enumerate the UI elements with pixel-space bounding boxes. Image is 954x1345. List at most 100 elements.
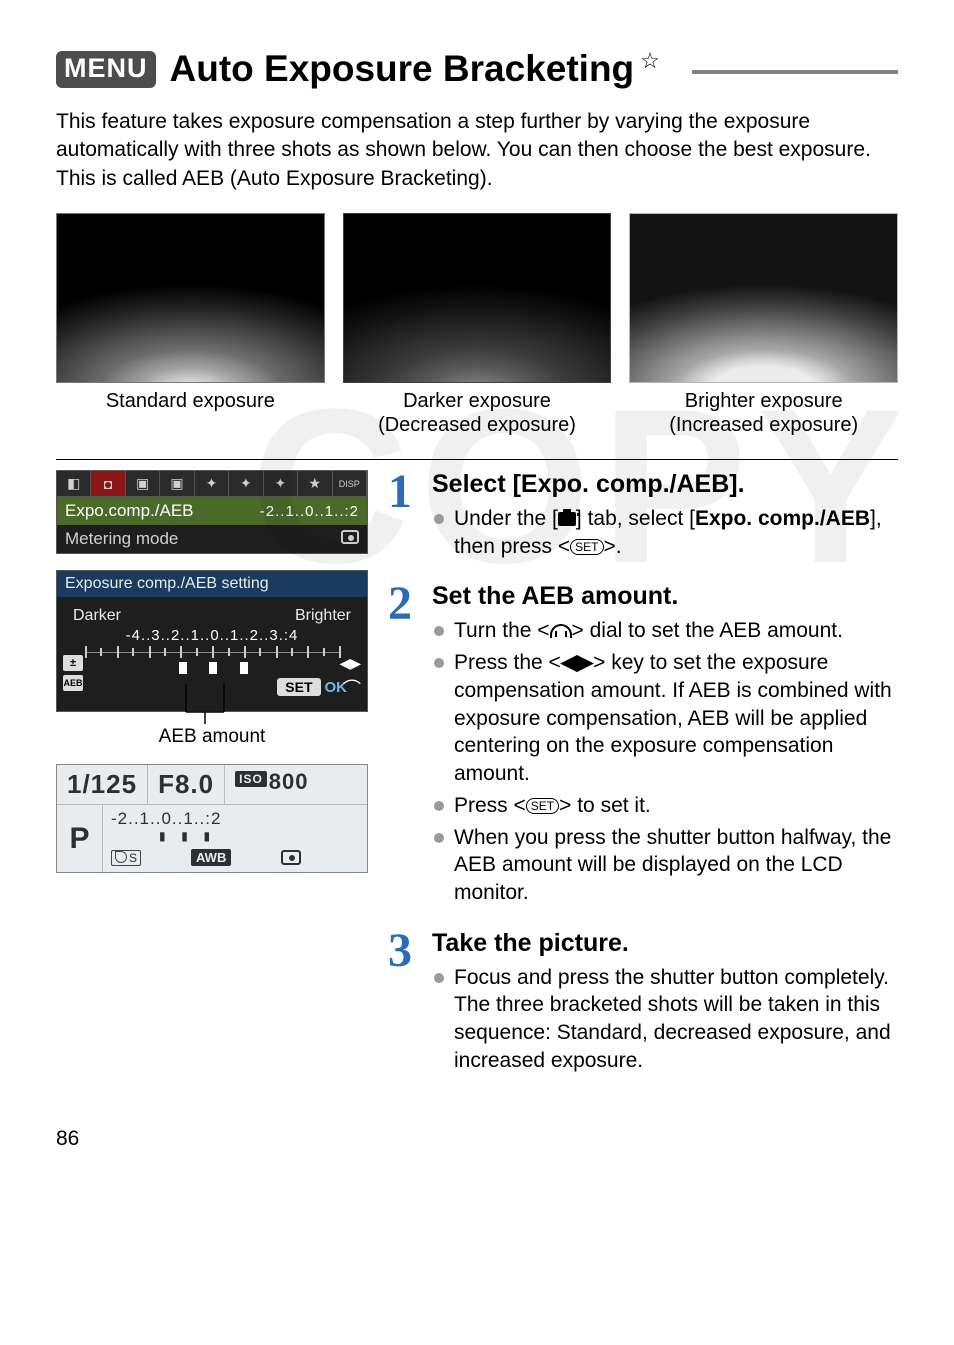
menu-tab: ✦ — [195, 471, 229, 496]
menu-badge: MENU — [56, 51, 156, 88]
aeb-panel-wrap: Exposure comp./AEB setting Darker Bright… — [56, 570, 368, 712]
aeb-panel-title: Exposure comp./AEB setting — [57, 571, 367, 597]
exposure-comp-icon: ± — [63, 655, 83, 671]
dial-icon: ⌒ — [343, 675, 361, 701]
lcd-icons-row: S AWB — [111, 849, 359, 866]
sample-standard: Standard exposure — [56, 213, 325, 437]
lcd-right: -2..1..0..1..:2 ▮ ▮ ▮ S AWB — [103, 805, 367, 872]
menu-tab: ◧ — [57, 471, 91, 496]
sample-darker-caption-1: Darker exposure — [403, 390, 551, 412]
image-quality-icon: S — [111, 850, 141, 866]
aeb-indicators — [85, 662, 339, 676]
menu-row1-label: Expo.comp./AEB — [65, 501, 194, 521]
aeb-amount-caption: AEB amount — [56, 726, 368, 748]
set-icon: SET — [570, 539, 603, 555]
lcd-indicators: ▮ ▮ ▮ — [111, 829, 359, 843]
t: >. — [604, 535, 622, 558]
aeb-ticks — [85, 644, 339, 662]
sample-brighter-caption-2: (Increased exposure) — [669, 414, 858, 436]
sample-brighter-image — [629, 213, 898, 383]
sample-standard-caption: Standard exposure — [106, 389, 275, 413]
awb-icon: AWB — [191, 849, 231, 866]
metering-icon — [281, 850, 301, 865]
main-dial-icon — [550, 624, 572, 638]
lcd-panel: 1/125 F8.0 ISO800 P -2..1..0..1..:2 ▮ ▮ … — [56, 764, 368, 873]
menu-tabs: ◧ ◘ ▣ ▣ ✦ ✦ ✦ ★ DISP — [57, 471, 367, 497]
menu-tab: DISP — [333, 471, 367, 496]
lcd-bottom-row: P -2..1..0..1..:2 ▮ ▮ ▮ S AWB — [57, 805, 367, 872]
steps-area: ◧ ◘ ▣ ▣ ✦ ✦ ✦ ★ DISP Expo.comp./AEB -2..… — [56, 470, 898, 1097]
t: Expo. comp./AEB — [695, 507, 870, 530]
divider — [56, 459, 898, 460]
right-column: 1 Select [Expo. comp./AEB]. Under the []… — [388, 470, 898, 1097]
iso-value: 800 — [269, 769, 309, 794]
aeb-scale: -4..3..2..1..0..1..2..3.:4 — [71, 627, 353, 644]
step-3-number: 3 — [388, 929, 422, 1079]
step-2-bullet-4: When you press the shutter button halfwa… — [432, 824, 898, 907]
sample-darker: Darker exposure (Decreased exposure) — [343, 213, 612, 437]
page-title: Auto Exposure Bracketing☆ — [170, 48, 660, 90]
sample-standard-image — [56, 213, 325, 383]
set-icon: SET — [526, 798, 559, 814]
menu-tab-active: ◘ — [91, 471, 125, 496]
t: Under the [ — [454, 507, 558, 530]
left-right-icon: ◀▶ — [561, 651, 593, 674]
menu-tab: ✦ — [264, 471, 298, 496]
t: > to set it. — [559, 794, 651, 817]
t: Turn the < — [454, 619, 550, 642]
iso-badge: ISO — [235, 771, 267, 787]
step-2-title: Set the AEB amount. — [432, 582, 898, 611]
aeb-icon: AEB — [63, 675, 83, 691]
title-rule — [692, 70, 898, 74]
lr-arrows-icon: ◀▶ — [339, 655, 361, 672]
intro-text: This feature takes exposure compensation… — [56, 108, 898, 193]
menu-tab: ★ — [298, 471, 332, 496]
lcd-aperture: F8.0 — [147, 765, 224, 804]
lcd-shutter: 1/125 — [57, 765, 147, 804]
title-text: Auto Exposure Bracketing — [170, 48, 635, 89]
step-3-bullet-1: Focus and press the shutter button compl… — [432, 964, 898, 1075]
sample-brighter-caption-1: Brighter exposure — [685, 390, 843, 412]
t: Press < — [454, 794, 526, 817]
t: Press the < — [454, 651, 561, 674]
step-1-number: 1 — [388, 470, 422, 564]
step-2-bullet-1: Turn the < > dial to set the AEB amount. — [432, 617, 898, 645]
menu-row1-value: -2..1..0..1..:2 — [260, 503, 359, 520]
set-ok-row: SETOK — [67, 676, 357, 703]
metering-mode-icon — [341, 530, 359, 548]
lcd-iso: ISO800 — [224, 765, 318, 804]
step-1: 1 Select [Expo. comp./AEB]. Under the []… — [388, 470, 898, 564]
left-column: ◧ ◘ ▣ ▣ ✦ ✦ ✦ ★ DISP Expo.comp./AEB -2..… — [56, 470, 368, 1097]
sample-row: Standard exposure Darker exposure (Decre… — [56, 213, 898, 437]
menu-tab: ▣ — [126, 471, 160, 496]
step-3: 3 Take the picture. Focus and press the … — [388, 929, 898, 1079]
menu-screenshot: ◧ ◘ ▣ ▣ ✦ ✦ ✦ ★ DISP Expo.comp./AEB -2..… — [56, 470, 368, 554]
menu-tab: ▣ — [160, 471, 194, 496]
sample-darker-caption-2: (Decreased exposure) — [378, 414, 576, 436]
lcd-scale: -2..1..0..1..:2 — [111, 809, 359, 829]
step-2-bullet-2: Press the <◀▶> key to set the exposure c… — [432, 649, 898, 788]
menu-row: Metering mode — [57, 525, 367, 553]
page-number: 86 — [56, 1127, 898, 1151]
aeb-panel: Exposure comp./AEB setting Darker Bright… — [56, 570, 368, 712]
darker-label: Darker — [73, 607, 121, 625]
step-2-bullet-3: Press <SET> to set it. — [432, 792, 898, 820]
camera-tab-icon — [558, 512, 576, 526]
sample-darker-caption: Darker exposure (Decreased exposure) — [378, 389, 576, 437]
menu-row2-label: Metering mode — [65, 529, 178, 549]
page-title-row: MENU Auto Exposure Bracketing☆ — [56, 48, 898, 90]
brighter-label: Brighter — [295, 607, 351, 625]
step-2-number: 2 — [388, 582, 422, 910]
t: > dial to set the AEB amount. — [572, 619, 843, 642]
sample-brighter: Brighter exposure (Increased exposure) — [629, 213, 898, 437]
step-1-bullet-1: Under the [ ] tab, select [Expo. comp./AE… — [432, 505, 898, 560]
lcd-mode: P — [57, 805, 103, 872]
step-3-title: Take the picture. — [432, 929, 898, 958]
menu-row-selected: Expo.comp./AEB -2..1..0..1..:2 — [57, 497, 367, 525]
aeb-side-icons: ± AEB — [63, 655, 83, 691]
t: ] tab, select [ — [576, 507, 695, 530]
star-icon: ☆ — [640, 48, 660, 73]
sample-darker-image — [343, 213, 612, 383]
aeb-panel-body: Darker Brighter -4..3..2..1..0..1..2..3.… — [57, 597, 367, 711]
sample-brighter-caption: Brighter exposure (Increased exposure) — [669, 389, 858, 437]
